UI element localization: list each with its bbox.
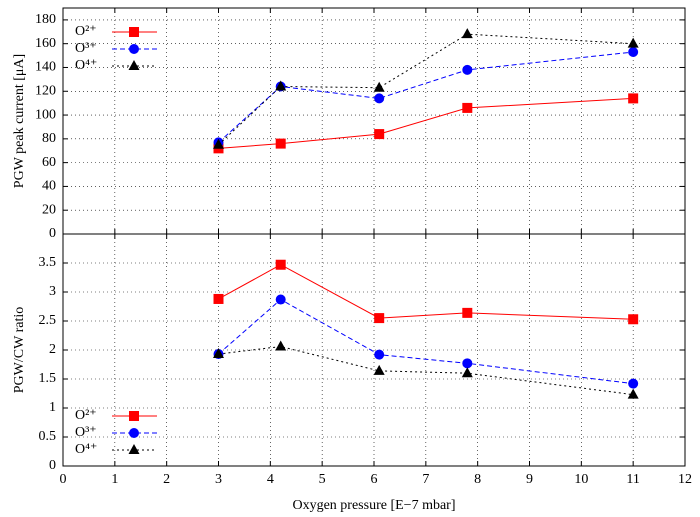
marker — [374, 129, 385, 140]
plot-frame — [62, 233, 686, 467]
y-tick-label: 40 — [42, 179, 56, 194]
marker — [462, 307, 473, 318]
marker — [462, 64, 473, 75]
marker — [129, 27, 139, 37]
x-tick-label: 6 — [371, 472, 378, 487]
x-tick-label: 4 — [267, 472, 274, 487]
y-tick-label: 2 — [49, 342, 56, 357]
marker — [461, 367, 473, 378]
marker — [213, 138, 224, 149]
marker — [373, 364, 385, 375]
series-line — [218, 264, 634, 320]
x-tick-label: 3 — [215, 472, 222, 487]
y-tick-label: 60 — [42, 155, 56, 170]
y-tick-label: 160 — [35, 36, 56, 51]
y-axis-label: PGW/CW ratio — [12, 307, 27, 393]
marker — [628, 314, 639, 325]
marker — [628, 93, 639, 104]
y-tick-label: 20 — [42, 202, 56, 217]
y-tick-label: 2.5 — [39, 313, 57, 328]
legend-label: O⁴⁺ — [75, 58, 97, 73]
marker — [374, 313, 385, 324]
x-tick-label: 1 — [111, 472, 118, 487]
legend-label: O²⁺ — [75, 408, 97, 423]
x-tick-label: 11 — [626, 472, 639, 487]
marker — [275, 259, 286, 270]
y-tick-label: 120 — [35, 83, 56, 98]
y-tick-label: 100 — [35, 107, 56, 122]
legend-label: O⁴⁺ — [75, 442, 97, 457]
y-tick-label: 0 — [49, 458, 56, 473]
y-axis-label: PGW peak current [μA] — [12, 54, 27, 188]
y-tick-label: 0 — [49, 226, 56, 241]
legend-label: O²⁺ — [75, 24, 97, 39]
marker — [128, 60, 140, 70]
legend-label: O³⁺ — [75, 425, 97, 440]
marker — [373, 81, 385, 92]
x-tick-label: 2 — [163, 472, 170, 487]
series-line — [218, 346, 634, 396]
marker — [627, 37, 639, 48]
marker — [462, 358, 473, 369]
x-tick-label: 7 — [422, 472, 429, 487]
marker — [128, 444, 140, 454]
marker — [628, 47, 639, 58]
y-tick-label: 80 — [42, 131, 56, 146]
x-tick-label: 0 — [60, 472, 67, 487]
marker — [213, 348, 224, 359]
marker — [461, 28, 473, 39]
legend-label: O³⁺ — [75, 41, 97, 56]
marker — [129, 44, 139, 54]
y-tick-label: 1.5 — [39, 371, 57, 386]
marker — [275, 294, 286, 305]
x-axis-label: Oxygen pressure [E−7 mbar] — [292, 498, 455, 513]
marker — [275, 80, 287, 91]
y-tick-label: 3.5 — [39, 255, 57, 270]
marker — [374, 93, 385, 104]
x-tick-label: 10 — [574, 472, 588, 487]
marker — [627, 388, 639, 399]
marker — [275, 138, 286, 149]
marker — [628, 378, 639, 389]
x-tick-label: 12 — [678, 472, 692, 487]
series-line — [218, 33, 634, 146]
x-tick-label: 8 — [474, 472, 481, 487]
series-line — [218, 51, 634, 143]
y-tick-label: 140 — [35, 60, 56, 75]
marker — [462, 102, 473, 113]
y-tick-label: 0.5 — [39, 429, 57, 444]
x-tick-label: 5 — [319, 472, 326, 487]
marker — [275, 340, 287, 351]
marker — [213, 293, 224, 304]
y-tick-label: 3 — [49, 284, 56, 299]
y-tick-label: 180 — [35, 12, 56, 27]
y-tick-label: 1 — [49, 400, 56, 415]
marker — [129, 428, 139, 438]
marker — [129, 411, 139, 421]
marker — [374, 349, 385, 360]
x-tick-label: 9 — [526, 472, 533, 487]
